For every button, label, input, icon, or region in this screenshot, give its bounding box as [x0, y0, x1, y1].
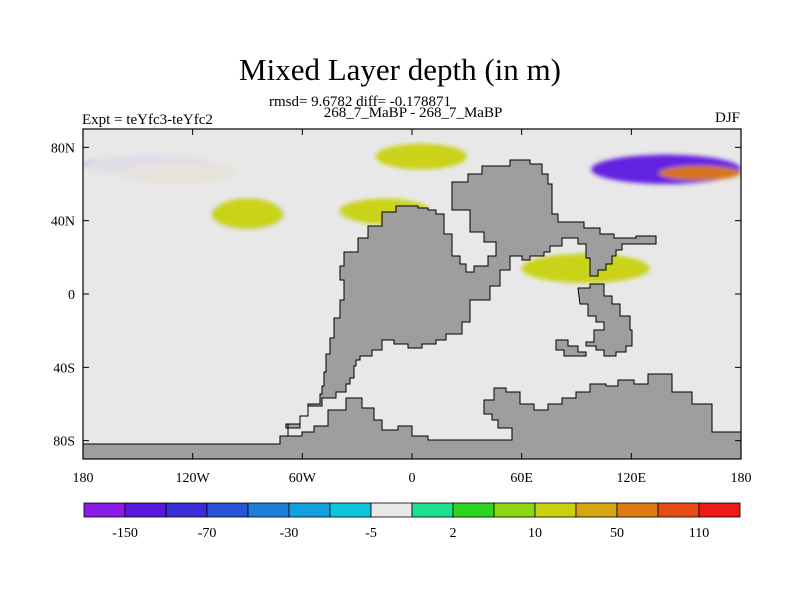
- x-tick-label: 180: [73, 471, 94, 486]
- colorbar-swatch: [124, 502, 167, 518]
- colorbar-swatch: [575, 502, 618, 518]
- anomaly-patch-5: [658, 165, 741, 181]
- anomaly-patch-9: [521, 253, 650, 283]
- colorbar-swatch: [247, 502, 290, 518]
- colorbar-label: -150: [112, 526, 138, 541]
- colorbar-swatch: [288, 502, 331, 518]
- y-tick-label: 40N: [51, 215, 75, 230]
- x-tick-label: 180: [731, 471, 752, 486]
- colorbar-label: 110: [689, 526, 709, 541]
- colorbar-swatch: [411, 502, 454, 518]
- land-main-continent: [83, 159, 741, 459]
- anomaly-patch-7: [210, 198, 285, 230]
- subtitle: 268_7_MaBP - 268_7_MaBP: [323, 105, 503, 121]
- colorbar-swatch: [83, 502, 126, 518]
- land-masses: [83, 159, 741, 459]
- colorbar-swatch: [452, 502, 495, 518]
- colorbar-swatch: [534, 502, 577, 518]
- y-tick-label: 80N: [51, 141, 75, 156]
- x-tick-label: 60E: [510, 471, 533, 486]
- colorbar-swatch: [493, 502, 536, 518]
- experiment-label: Expt = teYfc3-teYfc2: [82, 112, 213, 128]
- map-title: Mixed Layer depth (in m): [239, 52, 561, 87]
- colorbar-label: -5: [365, 526, 377, 541]
- colorbar-label: 10: [528, 526, 542, 541]
- x-tick-label: 120W: [176, 471, 211, 486]
- x-tick-label: 0: [409, 471, 416, 486]
- colorbar-swatch: [370, 502, 413, 518]
- colorbar-label: -30: [280, 526, 299, 541]
- colorbar-label: 2: [450, 526, 457, 541]
- land-small-islet: [555, 339, 587, 357]
- map-axes: 180 120W 60W 0 60E 120E 180 80N 40N 0 40S 80S: [51, 129, 752, 486]
- y-tick-label: 0: [68, 288, 75, 303]
- colorbar-swatch: [657, 502, 700, 518]
- colorbar-swatch: [206, 502, 249, 518]
- anomaly-patch-2: [83, 147, 376, 188]
- colorbar-swatch: [698, 502, 741, 518]
- colorbar-swatch: [165, 502, 208, 518]
- colorbar-swatch: [329, 502, 372, 518]
- colorbar-label: 50: [610, 526, 624, 541]
- y-tick-label: 40S: [53, 361, 75, 376]
- stats-line: rmsd= 9.6782 diff= -0.178871: [268, 94, 452, 110]
- season-label: DJF: [714, 110, 740, 126]
- x-tick-label: 60W: [289, 471, 317, 486]
- y-tick-label: 80S: [53, 435, 75, 450]
- colorbar: -150 -70 -30 -5 2 10 50 110: [83, 502, 741, 541]
- anomaly-features: [83, 143, 741, 283]
- colorbar-label: -70: [198, 526, 217, 541]
- x-tick-label: 120E: [617, 471, 647, 486]
- anomaly-patch-3: [375, 143, 467, 170]
- colorbar-swatch: [616, 502, 659, 518]
- land-east-island: [577, 283, 633, 357]
